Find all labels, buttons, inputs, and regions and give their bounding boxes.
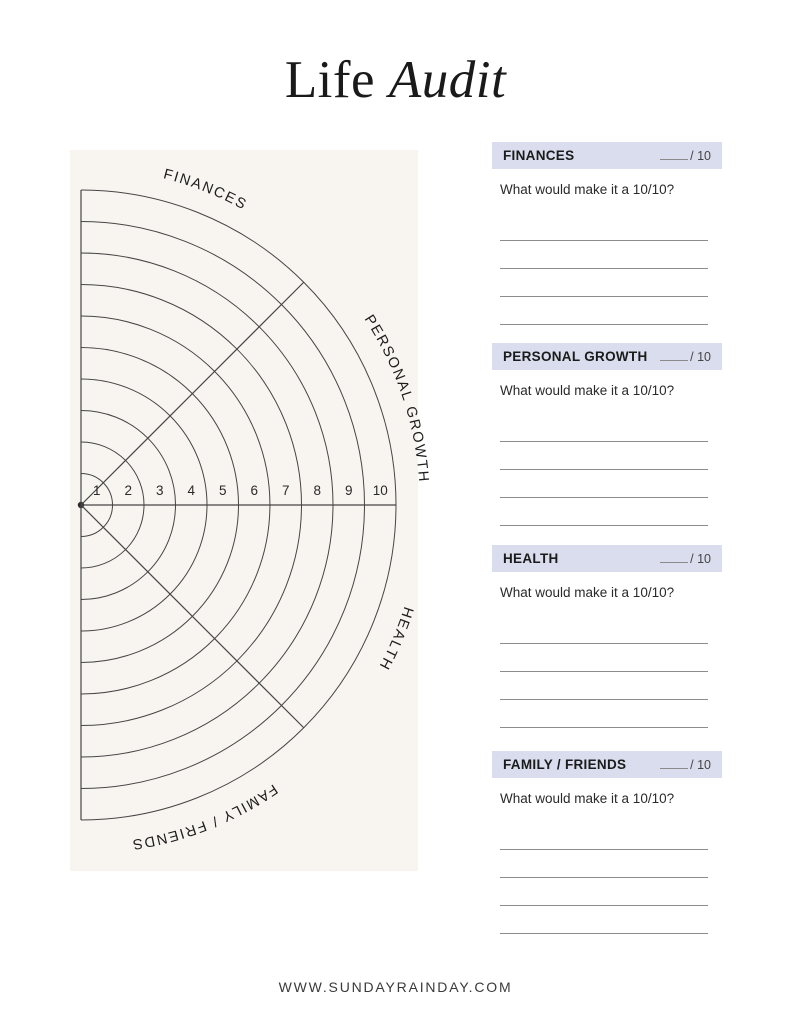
svg-text:6: 6 [250,483,258,498]
svg-text:PERSONAL GROWTH: PERSONAL GROWTH [361,312,431,484]
svg-text:9: 9 [345,483,353,498]
svg-text:FAMILY / FRIENDS: FAMILY / FRIENDS [130,781,280,853]
svg-text:5: 5 [219,483,227,498]
svg-text:1: 1 [93,483,101,498]
svg-text:8: 8 [313,483,321,498]
svg-text:FINANCES: FINANCES [162,166,250,213]
svg-text:2: 2 [124,483,132,498]
svg-text:3: 3 [156,483,164,498]
svg-text:10: 10 [373,483,388,498]
svg-text:HEALTH: HEALTH [375,605,416,673]
svg-text:4: 4 [187,483,195,498]
svg-text:7: 7 [282,483,290,498]
